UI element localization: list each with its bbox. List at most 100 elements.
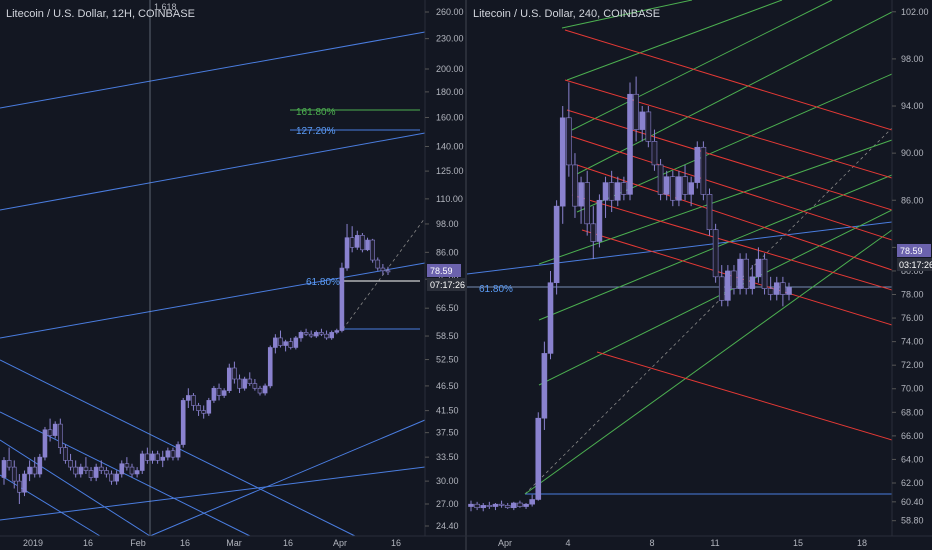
candle — [651, 129, 658, 171]
candle — [354, 230, 360, 250]
countdown-right: 03:17:26 — [899, 260, 932, 270]
candle — [761, 253, 768, 295]
candle — [257, 385, 263, 396]
y-tick-label: 98.00 — [436, 219, 459, 229]
pitchfork-line[interactable] — [566, 134, 893, 241]
x-tick-label: 15 — [793, 538, 803, 548]
pitchfork-line[interactable] — [596, 351, 893, 441]
candle — [52, 421, 58, 439]
candle — [468, 500, 474, 512]
x-tick-label: Feb — [130, 538, 146, 548]
candle — [1, 457, 7, 485]
candle — [694, 141, 701, 189]
candle — [755, 247, 762, 283]
candle — [293, 336, 299, 350]
candle — [712, 223, 719, 283]
median-line — [342, 217, 426, 330]
candle — [670, 170, 676, 207]
pitchfork-line[interactable] — [524, 229, 893, 495]
candle — [6, 447, 12, 471]
pitchfork-line[interactable] — [564, 79, 893, 179]
candle — [242, 376, 247, 391]
candle — [529, 494, 535, 507]
x-tick-label: Apr — [498, 538, 512, 548]
candle — [78, 463, 84, 478]
candle — [559, 106, 566, 224]
candle — [119, 460, 125, 478]
pitchfork-line[interactable] — [566, 109, 893, 211]
candle — [11, 460, 17, 489]
candle — [385, 266, 391, 275]
trendline[interactable] — [0, 474, 101, 537]
candle — [737, 253, 743, 295]
trendline[interactable] — [0, 411, 251, 537]
trendline[interactable] — [0, 262, 426, 339]
candle — [196, 402, 201, 416]
pitchfork-line[interactable] — [566, 0, 783, 81]
candle — [749, 265, 756, 295]
time-axis-left[interactable]: 2019 16 Feb 16 Mar 16 Apr 16 — [0, 535, 465, 548]
candle — [17, 473, 22, 505]
trendline[interactable] — [467, 221, 893, 275]
pitchfork-line[interactable] — [571, 194, 893, 291]
fib-level-161-label: 161.80% — [296, 107, 336, 118]
candles-right — [468, 76, 792, 512]
chart-left[interactable]: 260.00 230.00 200.00 180.00 160.00 140.00 125.… — [0, 0, 465, 550]
candle — [252, 379, 258, 391]
pitchfork-line[interactable] — [571, 0, 833, 131]
candle — [32, 457, 38, 478]
candle — [553, 200, 560, 295]
pane-divider[interactable] — [465, 0, 467, 550]
candle — [262, 383, 268, 396]
candle — [504, 503, 511, 509]
pitchfork-line[interactable] — [564, 29, 893, 131]
candle — [175, 441, 181, 461]
candle — [339, 262, 345, 333]
median-line — [524, 127, 893, 495]
candle — [267, 345, 273, 389]
candle — [221, 388, 227, 398]
candle — [706, 188, 713, 236]
candle — [58, 418, 63, 454]
candle — [633, 76, 639, 142]
trendline[interactable] — [0, 132, 426, 211]
pitchfork-line[interactable] — [581, 229, 893, 326]
price-axis-left[interactable]: 260.00 230.00 200.00 180.00 160.00 140.00 125.… — [424, 0, 464, 536]
trendline[interactable] — [149, 419, 426, 537]
y-tick-label: 46.50 — [436, 381, 459, 391]
candle — [247, 372, 253, 386]
candle — [160, 450, 166, 468]
trendline[interactable] — [0, 439, 151, 537]
candle — [165, 447, 171, 461]
x-tick-label: 16 — [83, 538, 93, 548]
candle — [150, 450, 155, 464]
chart-pane-right[interactable]: 102.0098.0094.0090.0086.0082.0080.0078.0… — [467, 0, 932, 550]
price-badge-right: 78.59 03:17:26 — [897, 244, 932, 271]
candle — [288, 337, 294, 350]
y-tick-label: 66.00 — [901, 431, 924, 441]
candle — [767, 276, 774, 301]
candle — [682, 164, 688, 201]
chart-pane-left[interactable]: 260.00 230.00 200.00 180.00 160.00 140.00 125.… — [0, 0, 465, 550]
trendline[interactable] — [0, 466, 426, 521]
candle — [731, 265, 737, 295]
trendline[interactable] — [0, 31, 426, 109]
pitchfork-line[interactable] — [574, 11, 893, 176]
y-tick-label: 86.00 — [436, 247, 459, 257]
pitchfork-line[interactable] — [538, 209, 893, 386]
candle — [523, 503, 529, 509]
y-tick-label: 30.00 — [436, 476, 459, 486]
x-tick-label: Mar — [226, 538, 242, 548]
y-tick-label: 160.00 — [436, 112, 464, 122]
y-tick-label: 58.50 — [436, 331, 459, 341]
y-tick-label: 86.00 — [901, 195, 924, 205]
pitchfork-line[interactable] — [561, 0, 693, 29]
countdown-left: 07:17:26 — [430, 280, 465, 290]
candle — [104, 467, 109, 478]
time-axis-right[interactable]: Apr 4 8 11 15 18 — [467, 535, 932, 548]
last-price-right: 78.59 — [900, 246, 923, 256]
candle — [725, 265, 731, 307]
chart-right[interactable]: 102.0098.0094.0090.0086.0082.0080.0078.0… — [467, 0, 932, 550]
candle — [211, 385, 217, 403]
candle — [596, 194, 603, 248]
